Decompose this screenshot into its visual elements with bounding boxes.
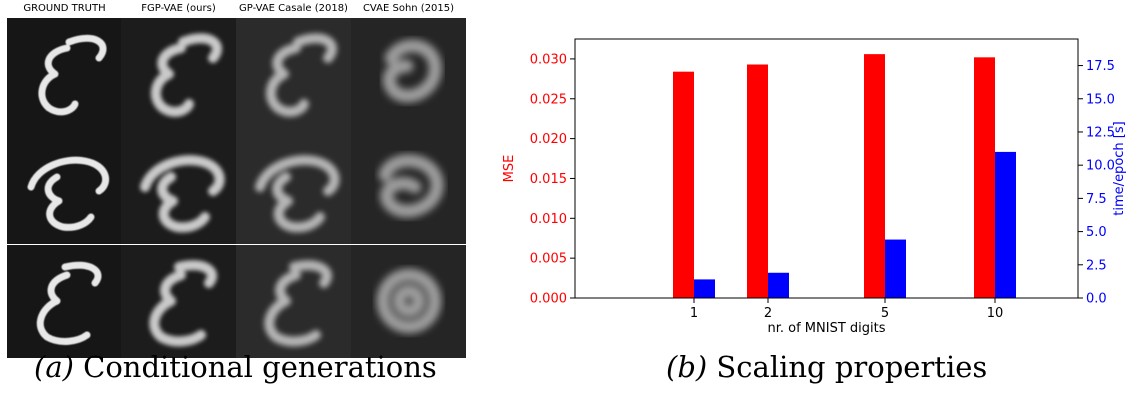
digit-image-r2-c2 [121, 131, 236, 244]
bar-time-5 [885, 239, 906, 298]
bar-mse-5 [864, 54, 885, 298]
digit-image-r2-c1 [7, 131, 122, 244]
digit-image-r3-c1 [7, 245, 122, 358]
left-tick-label: 0.020 [530, 132, 567, 147]
x-tick-label: 2 [764, 306, 772, 321]
right-tick-label: 10.0 [1086, 159, 1115, 174]
bar-mse-1 [673, 71, 694, 298]
plot-frame [574, 38, 1079, 299]
bar-time-2 [768, 272, 789, 298]
x-tick-label: 1 [690, 306, 698, 321]
bar-time-1 [694, 279, 715, 298]
column-title-cvae: CVAE Sohn (2015) [362, 3, 455, 14]
caption-b-label: (b) [666, 350, 708, 384]
right-tick-label: 5.0 [1086, 225, 1107, 240]
caption-a-label: (a) [34, 350, 74, 384]
bar-mse-10 [974, 57, 995, 299]
right-tick-label: 15.0 [1086, 92, 1115, 107]
right-axis-label: time/epoch [s] [1112, 121, 1127, 215]
bar-mse-2 [747, 64, 768, 298]
column-title-fgp-vae: FGP-VAE (ours) [141, 3, 216, 14]
digit-image-r3-c4 [351, 245, 466, 358]
bar-time-10 [995, 151, 1016, 298]
digit-image-r1-c4 [351, 18, 466, 131]
left-tick-label: 0.000 [530, 292, 567, 307]
x-tick-label: 10 [987, 306, 1004, 321]
x-axis-label: nr. of MNIST digits [767, 321, 885, 336]
caption-b-text: Scaling properties [716, 350, 988, 384]
caption-b: (b) Scaling properties [666, 350, 987, 384]
left-tick-label: 0.010 [530, 212, 567, 227]
right-tick-label: 2.5 [1086, 258, 1107, 273]
digit-image-r1-c3 [236, 18, 351, 131]
right-tick-label: 0.0 [1086, 292, 1107, 307]
right-tick-label: 7.5 [1086, 192, 1107, 207]
left-tick-label: 0.025 [530, 92, 567, 107]
digit-image-r2-c3 [236, 131, 351, 244]
left-tick-label: 0.015 [530, 172, 567, 187]
right-tick-label: 17.5 [1086, 59, 1115, 74]
left-tick-label: 0.005 [530, 252, 567, 267]
left-tick-label: 0.030 [530, 52, 567, 67]
left-axis-label: MSE [502, 155, 517, 183]
column-title-gp-vae: GP-VAE Casale (2018) [239, 3, 348, 14]
digit-image-r3-c3 [236, 245, 351, 358]
column-title-ground-truth: GROUND TRUTH [23, 3, 106, 14]
digit-image-r1-c2 [121, 18, 236, 131]
digit-image-r2-c4 [351, 131, 466, 244]
right-tick-label: 12.5 [1086, 125, 1115, 140]
digit-image-r3-c2 [121, 245, 236, 358]
x-tick-label: 5 [881, 306, 889, 321]
scaling-bar-chart: 0.000 0.005 0.010 0.015 0.020 0.025 0.030 0.0 2.… [502, 38, 1127, 336]
caption-a-text: Conditional generations [83, 350, 437, 384]
digit-image-r1-c1 [7, 18, 122, 131]
caption-a: (a) Conditional generations [34, 350, 437, 384]
